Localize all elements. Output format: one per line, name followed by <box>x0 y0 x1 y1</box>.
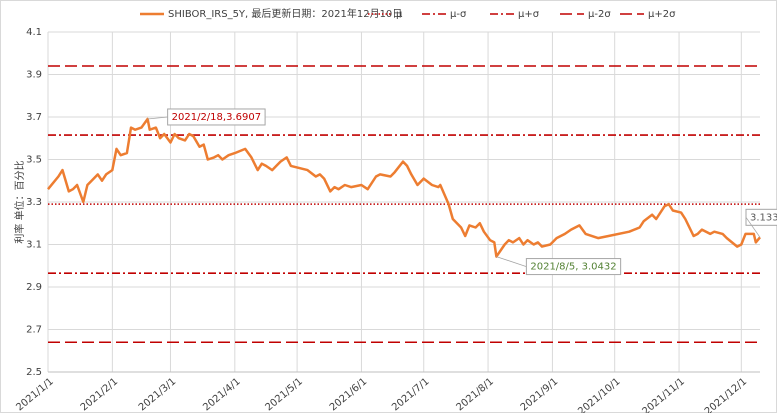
y-tick-label: 3.9 <box>26 70 42 81</box>
annotation-leader <box>745 217 761 238</box>
y-tick-label: 2.5 <box>26 367 42 378</box>
y-tick-label: 3.7 <box>26 112 42 123</box>
legend-label: SHIBOR_IRS_5Y, 最后更新日期：2021年12月10日 <box>168 7 402 20</box>
data-line <box>47 117 761 258</box>
annotation-leader <box>147 116 168 120</box>
legend-label: μ <box>396 9 403 20</box>
legend-label: μ-2σ <box>588 9 611 20</box>
y-tick-label: 3.1 <box>26 240 42 251</box>
y-tick-label: 3.3 <box>26 197 42 208</box>
y-tick-label: 3.5 <box>26 155 42 166</box>
y-tick-label: 2.9 <box>26 282 42 293</box>
annotation-text: 3.1338 <box>750 212 777 223</box>
legend-label: μ-σ <box>450 9 467 20</box>
y-tick-label: 4.1 <box>26 27 42 38</box>
annotation-text: 2021/2/18,3.6907 <box>172 112 261 123</box>
y-tick-label: 2.7 <box>26 325 42 336</box>
y-axis-label: 利率 单位：百分比 <box>13 160 26 243</box>
legend-label: μ+2σ <box>648 9 676 20</box>
annotation-leader <box>496 256 527 267</box>
legend-label: μ+σ <box>518 9 540 20</box>
annotation-text: 2021/8/5, 3.0432 <box>530 262 616 273</box>
